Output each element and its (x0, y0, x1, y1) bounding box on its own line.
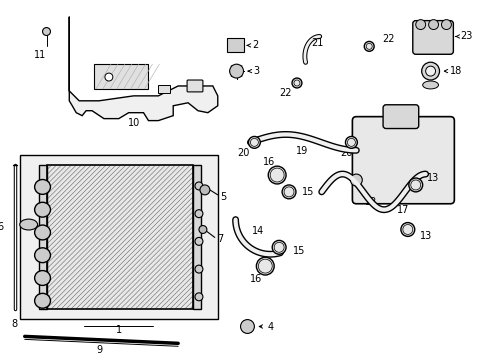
Circle shape (199, 225, 206, 233)
Circle shape (421, 62, 439, 80)
Circle shape (347, 139, 355, 147)
Text: 3: 3 (253, 66, 259, 76)
Ellipse shape (422, 81, 438, 89)
Ellipse shape (35, 248, 50, 263)
Text: 18: 18 (449, 66, 462, 76)
Circle shape (425, 66, 435, 76)
Bar (94, 64, 148, 89)
Circle shape (441, 20, 450, 30)
Text: 21: 21 (311, 39, 323, 48)
Circle shape (250, 139, 258, 147)
Text: 23: 23 (459, 31, 472, 41)
FancyBboxPatch shape (412, 21, 452, 54)
Circle shape (200, 185, 209, 195)
FancyBboxPatch shape (187, 80, 203, 92)
Ellipse shape (20, 219, 38, 230)
Ellipse shape (35, 180, 50, 194)
Circle shape (345, 136, 357, 148)
Circle shape (366, 44, 371, 49)
Text: 20: 20 (237, 148, 249, 158)
Circle shape (400, 222, 414, 237)
Circle shape (229, 64, 243, 78)
Bar (46, 165, 193, 309)
Bar (46, 165, 193, 309)
Text: 6: 6 (0, 221, 3, 231)
Circle shape (195, 182, 203, 190)
Ellipse shape (35, 293, 50, 308)
Circle shape (408, 178, 422, 192)
Text: 13: 13 (426, 173, 438, 183)
Bar (39, 165, 46, 309)
FancyBboxPatch shape (352, 117, 453, 204)
FancyBboxPatch shape (382, 105, 418, 129)
Circle shape (195, 210, 203, 217)
Circle shape (195, 237, 203, 245)
Bar (158, 85, 170, 93)
Circle shape (350, 174, 362, 186)
Text: 16: 16 (263, 157, 275, 167)
Circle shape (274, 242, 284, 252)
Text: 11: 11 (34, 50, 46, 60)
Text: 5: 5 (219, 192, 225, 202)
Circle shape (105, 73, 113, 81)
Bar (193, 165, 201, 309)
Text: 14: 14 (252, 226, 264, 237)
Text: 17: 17 (396, 205, 408, 215)
Bar (20, 155, 217, 319)
Text: 15: 15 (301, 187, 314, 197)
Text: 15: 15 (292, 246, 305, 256)
Circle shape (402, 225, 412, 234)
Circle shape (268, 166, 285, 184)
Circle shape (258, 259, 272, 273)
Circle shape (282, 185, 295, 199)
Text: 1: 1 (116, 325, 122, 336)
Circle shape (293, 80, 299, 86)
FancyBboxPatch shape (226, 39, 243, 52)
Text: 10: 10 (127, 118, 140, 127)
Text: 22: 22 (381, 35, 394, 44)
Ellipse shape (35, 225, 50, 240)
Text: 8: 8 (12, 319, 18, 329)
Polygon shape (69, 17, 217, 121)
Circle shape (195, 265, 203, 273)
Circle shape (240, 320, 254, 333)
Text: 12: 12 (364, 197, 377, 207)
Text: 7: 7 (216, 234, 223, 244)
Circle shape (284, 187, 293, 197)
Circle shape (195, 293, 203, 301)
Ellipse shape (35, 271, 50, 285)
Text: 16: 16 (250, 274, 262, 284)
Circle shape (256, 257, 274, 275)
Circle shape (428, 20, 438, 30)
Text: 4: 4 (267, 321, 273, 332)
Text: 2: 2 (252, 40, 258, 50)
Text: 13: 13 (419, 231, 431, 242)
Text: 19: 19 (295, 146, 307, 156)
Circle shape (270, 168, 284, 182)
Text: 20: 20 (340, 148, 352, 158)
Circle shape (272, 240, 285, 254)
Circle shape (364, 41, 373, 51)
Text: 22: 22 (278, 88, 291, 98)
Circle shape (291, 78, 301, 88)
Circle shape (410, 180, 420, 190)
Circle shape (248, 136, 260, 148)
Circle shape (42, 28, 50, 36)
Text: 9: 9 (96, 345, 102, 355)
Ellipse shape (35, 202, 50, 217)
Circle shape (415, 20, 425, 30)
